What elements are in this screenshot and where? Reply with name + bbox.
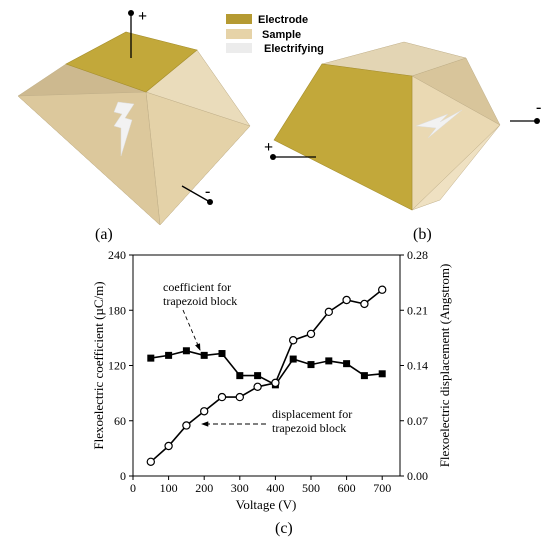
y-axis-left-label: Flexoelectric coefficient (µC/m) xyxy=(91,281,106,449)
legend-item-electrode: Electrode xyxy=(226,14,308,26)
y-left-tick-label: 0 xyxy=(120,469,126,483)
y-axis-right-label: Flexoelectric displacement (Angstrom) xyxy=(437,264,452,468)
data-point-coefficient xyxy=(200,351,208,359)
data-point-displacement xyxy=(306,329,316,339)
y-right-tick-label: 0.14 xyxy=(407,359,428,373)
data-point-displacement xyxy=(378,285,387,294)
legend-label-electrifying: Electrifying xyxy=(264,43,324,55)
data-point-displacement xyxy=(289,336,298,345)
y-right-tick-label: 0.07 xyxy=(407,414,428,428)
annotation-displacement: displacement for trapezoid block xyxy=(201,407,352,435)
panel-c-label: (c) xyxy=(275,520,293,537)
series-layer xyxy=(146,285,387,466)
diagram-a: + - (a) xyxy=(17,8,251,243)
legend-item-electrifying: Electrifying xyxy=(226,43,324,55)
x-tick-label: 500 xyxy=(302,481,320,495)
data-point-coefficient xyxy=(147,354,155,362)
legend-swatch-electrifying xyxy=(226,43,252,53)
legend-label-sample: Sample xyxy=(262,29,301,41)
x-tick-label: 200 xyxy=(195,481,213,495)
data-point-displacement xyxy=(253,382,262,392)
annotation-displacement-line1: displacement for xyxy=(272,407,352,421)
y-axis-right: 0.00 0.07 0.14 0.21 0.28 xyxy=(400,248,428,483)
series-line-coefficient xyxy=(150,349,383,386)
diagram-a-label: (a) xyxy=(95,226,113,243)
x-tick-label: 0 xyxy=(130,481,136,495)
legend-item-sample: Sample xyxy=(226,29,301,41)
diagram-a-electrode-top xyxy=(65,31,198,93)
x-tick-label: 300 xyxy=(231,481,249,495)
data-point-coefficient xyxy=(378,370,386,378)
diagram-b-positive-terminal xyxy=(270,154,276,160)
diagram-a-positive-terminal xyxy=(128,10,134,16)
diagram-b-label: (b) xyxy=(413,226,432,243)
diagram-b-plus-sign: + xyxy=(264,139,273,156)
diagram-a-lightning-bolt-icon xyxy=(113,101,135,157)
y-right-tick-label: 0.00 xyxy=(407,469,428,483)
data-point-coefficient xyxy=(325,357,333,365)
data-point-coefficient xyxy=(289,355,297,363)
data-point-coefficient xyxy=(218,350,226,358)
data-point-displacement xyxy=(146,457,155,466)
chart: 0 100 200 300 400 500 600 700 0 60 120 180 240 0.00… xyxy=(91,248,452,537)
annotation-displacement-line2: trapezoid block xyxy=(272,421,346,435)
x-axis: 0 100 200 300 400 500 600 700 xyxy=(130,476,391,495)
data-point-displacement xyxy=(235,392,244,402)
annotation-coefficient-line1: coefficient for xyxy=(163,280,231,294)
data-point-coefficient xyxy=(254,372,262,380)
data-point-coefficient xyxy=(360,372,368,380)
legend-swatch-electrode xyxy=(226,14,252,24)
data-point-displacement xyxy=(342,295,351,305)
diagram-b-electrode-side xyxy=(273,63,413,211)
diagram-a-plus-sign: + xyxy=(138,8,147,25)
data-point-displacement xyxy=(360,299,369,309)
x-tick-label: 600 xyxy=(338,481,356,495)
diagram-a-negative-terminal xyxy=(207,199,213,205)
series-line-displacement xyxy=(150,289,383,463)
diagram-a-negative-wire xyxy=(181,185,211,203)
data-point-displacement xyxy=(164,441,173,451)
y-right-tick-label: 0.21 xyxy=(407,303,428,317)
data-point-coefficient xyxy=(182,347,190,355)
diagram-a-minus-sign: - xyxy=(205,183,210,200)
legend-swatch-sample xyxy=(226,29,252,39)
data-point-displacement xyxy=(324,307,333,317)
data-point-coefficient xyxy=(307,361,315,369)
diagram-b-bottom-face xyxy=(411,124,501,211)
x-axis-label: Voltage (V) xyxy=(236,497,297,512)
data-point-displacement xyxy=(217,392,227,402)
diagram-b: + - (b) xyxy=(264,41,541,243)
diagram-b-minus-sign: - xyxy=(536,99,541,116)
data-point-displacement xyxy=(199,407,209,416)
diagram-b-lightning-bolt-icon xyxy=(415,109,463,139)
data-point-displacement xyxy=(182,421,191,430)
legend: Electrode Sample Electrifying xyxy=(226,14,324,55)
annotation-coefficient-arrow xyxy=(182,309,201,351)
y-left-tick-label: 240 xyxy=(108,248,126,262)
annotation-coefficient-line2: trapezoid block xyxy=(163,294,237,308)
x-tick-label: 400 xyxy=(266,481,284,495)
annotation-coefficient: coefficient for trapezoid block xyxy=(163,280,237,351)
data-point-coefficient xyxy=(236,372,244,380)
diagram-b-negative-terminal xyxy=(534,118,540,124)
y-left-tick-label: 180 xyxy=(108,303,126,317)
x-tick-label: 700 xyxy=(373,481,391,495)
legend-label-electrode: Electrode xyxy=(258,14,308,26)
data-point-coefficient xyxy=(165,351,173,359)
data-point-displacement xyxy=(271,378,280,388)
y-left-tick-label: 120 xyxy=(108,359,126,373)
y-left-tick-label: 60 xyxy=(114,414,126,428)
data-point-coefficient xyxy=(343,360,351,368)
y-axis-left: 0 60 120 180 240 xyxy=(108,248,133,483)
diagram-a-front-left-face xyxy=(17,91,161,226)
x-tick-label: 100 xyxy=(160,481,178,495)
y-right-tick-label: 0.28 xyxy=(407,248,428,262)
